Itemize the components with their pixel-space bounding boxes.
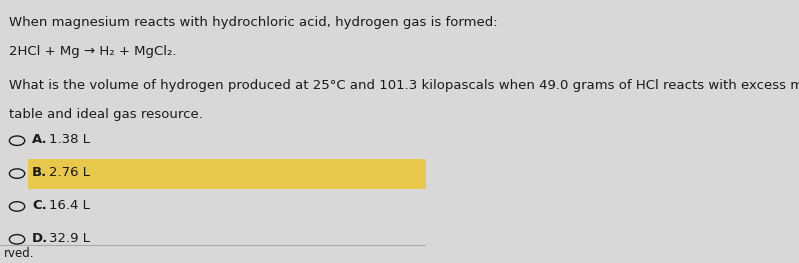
Text: table and ideal gas resource.: table and ideal gas resource. [9, 108, 202, 121]
Text: 32.9 L: 32.9 L [49, 231, 90, 245]
Text: What is the volume of hydrogen produced at 25°C and 101.3 kilopascals when 49.0 : What is the volume of hydrogen produced … [9, 79, 799, 92]
Text: 1.38 L: 1.38 L [49, 133, 90, 146]
Text: rved.: rved. [4, 247, 35, 260]
Text: B.: B. [32, 166, 47, 179]
Text: D.: D. [32, 231, 48, 245]
Text: 16.4 L: 16.4 L [49, 199, 90, 212]
Text: A.: A. [32, 133, 48, 146]
Text: 2HCl + Mg → H₂ + MgCl₂.: 2HCl + Mg → H₂ + MgCl₂. [9, 45, 176, 58]
FancyBboxPatch shape [28, 159, 426, 189]
Text: 2.76 L: 2.76 L [49, 166, 90, 179]
Text: When magnesium reacts with hydrochloric acid, hydrogen gas is formed:: When magnesium reacts with hydrochloric … [9, 16, 497, 29]
Text: C.: C. [32, 199, 46, 212]
